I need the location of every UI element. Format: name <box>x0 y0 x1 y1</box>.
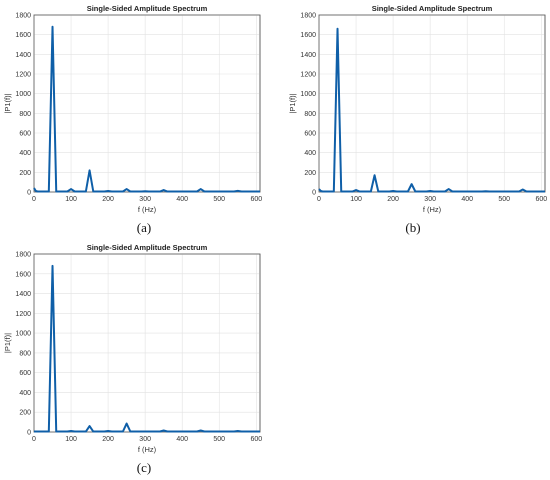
x-tick-label: 400 <box>176 436 188 443</box>
panel-caption-b: (b) <box>405 220 420 235</box>
y-tick-label: 200 <box>19 410 31 417</box>
y-tick-label: 800 <box>19 111 31 118</box>
x-tick-label: 200 <box>102 436 114 443</box>
x-tick-label: 100 <box>65 196 77 203</box>
chart-title-b: Single-Sided Amplitude Spectrum <box>372 4 493 13</box>
chart-panel-a: 0 100 200 300 400 500 600 0 200 400 600 800 1000 1200… <box>3 4 262 235</box>
y-tick-label: 600 <box>19 370 31 377</box>
y-tick-label: 600 <box>19 131 31 138</box>
y-tick-label: 600 <box>304 131 316 138</box>
x-axis-label-c: f (Hz) <box>138 445 157 454</box>
x-tick-label: 100 <box>350 196 362 203</box>
y-tick-label: 1200 <box>300 72 316 79</box>
chart-panel-c: 0 100 200 300 400 500 600 0 200 400 600 800 1000 1200… <box>3 243 262 475</box>
y-tick-label: 800 <box>304 111 316 118</box>
y-axis-label-c: |P1(f)| <box>3 333 12 353</box>
x-tick-label: 600 <box>250 436 262 443</box>
x-tick-label: 200 <box>387 196 399 203</box>
y-tick-label: 800 <box>19 350 31 357</box>
y-tick-label: 400 <box>19 390 31 397</box>
x-tick-label: 0 <box>317 196 321 203</box>
x-axis-label-a: f (Hz) <box>138 205 157 214</box>
y-tick-label: 1200 <box>15 311 31 318</box>
y-tick-label: 1000 <box>15 91 31 98</box>
x-axis-label-b: f (Hz) <box>423 205 442 214</box>
x-tick-label: 0 <box>32 436 36 443</box>
y-tick-label: 1800 <box>15 13 31 20</box>
plot-area-b <box>318 14 546 193</box>
y-tick-label: 1600 <box>300 32 316 39</box>
y-tick-label: 1000 <box>15 331 31 338</box>
spectrum-line-a <box>33 25 260 193</box>
y-tick-label: 400 <box>304 150 316 157</box>
y-tick-label: 0 <box>27 430 31 437</box>
y-tick-label: 200 <box>304 170 316 177</box>
panel-caption-c: (c) <box>137 460 151 475</box>
x-tick-label: 200 <box>102 196 114 203</box>
y-tick-label: 1400 <box>15 52 31 59</box>
y-tick-label: 1800 <box>15 252 31 259</box>
y-tick-label: 1000 <box>300 91 316 98</box>
x-tick-label: 500 <box>498 196 510 203</box>
x-tick-label: 400 <box>461 196 473 203</box>
chart-title-c: Single-Sided Amplitude Spectrum <box>87 243 208 252</box>
y-tick-label: 0 <box>27 190 31 197</box>
y-tick-label: 1200 <box>15 72 31 79</box>
x-tick-label: 600 <box>250 196 262 203</box>
x-tick-label: 400 <box>176 196 188 203</box>
y-tick-label: 1800 <box>300 13 316 20</box>
y-tick-label: 1400 <box>300 52 316 59</box>
x-tick-label: 500 <box>213 436 225 443</box>
spectrum-line-c <box>34 264 260 433</box>
x-tick-label: 300 <box>139 436 151 443</box>
y-tick-label: 1600 <box>15 32 31 39</box>
chart-panel-b: 0 100 200 300 400 500 600 0 200 400 600 800 1000 1200… <box>288 4 547 235</box>
plot-area-a <box>33 14 261 193</box>
x-tick-label: 600 <box>535 196 547 203</box>
plot-area-c <box>33 253 261 433</box>
y-tick-label: 1600 <box>15 271 31 278</box>
y-tick-label: 200 <box>19 170 31 177</box>
spectrum-line-b <box>318 27 545 193</box>
x-tick-label: 300 <box>139 196 151 203</box>
y-tick-label: 1400 <box>15 291 31 298</box>
y-axis-label-b: |P1(f)| <box>288 93 297 113</box>
panel-caption-a: (a) <box>137 220 151 235</box>
chart-title-a: Single-Sided Amplitude Spectrum <box>87 4 208 13</box>
x-tick-label: 300 <box>424 196 436 203</box>
x-tick-label: 500 <box>213 196 225 203</box>
y-axis-label-a: |P1(f)| <box>3 93 12 113</box>
x-tick-label: 0 <box>32 196 36 203</box>
x-tick-label: 100 <box>65 436 77 443</box>
y-tick-label: 0 <box>312 190 316 197</box>
y-tick-label: 400 <box>19 150 31 157</box>
